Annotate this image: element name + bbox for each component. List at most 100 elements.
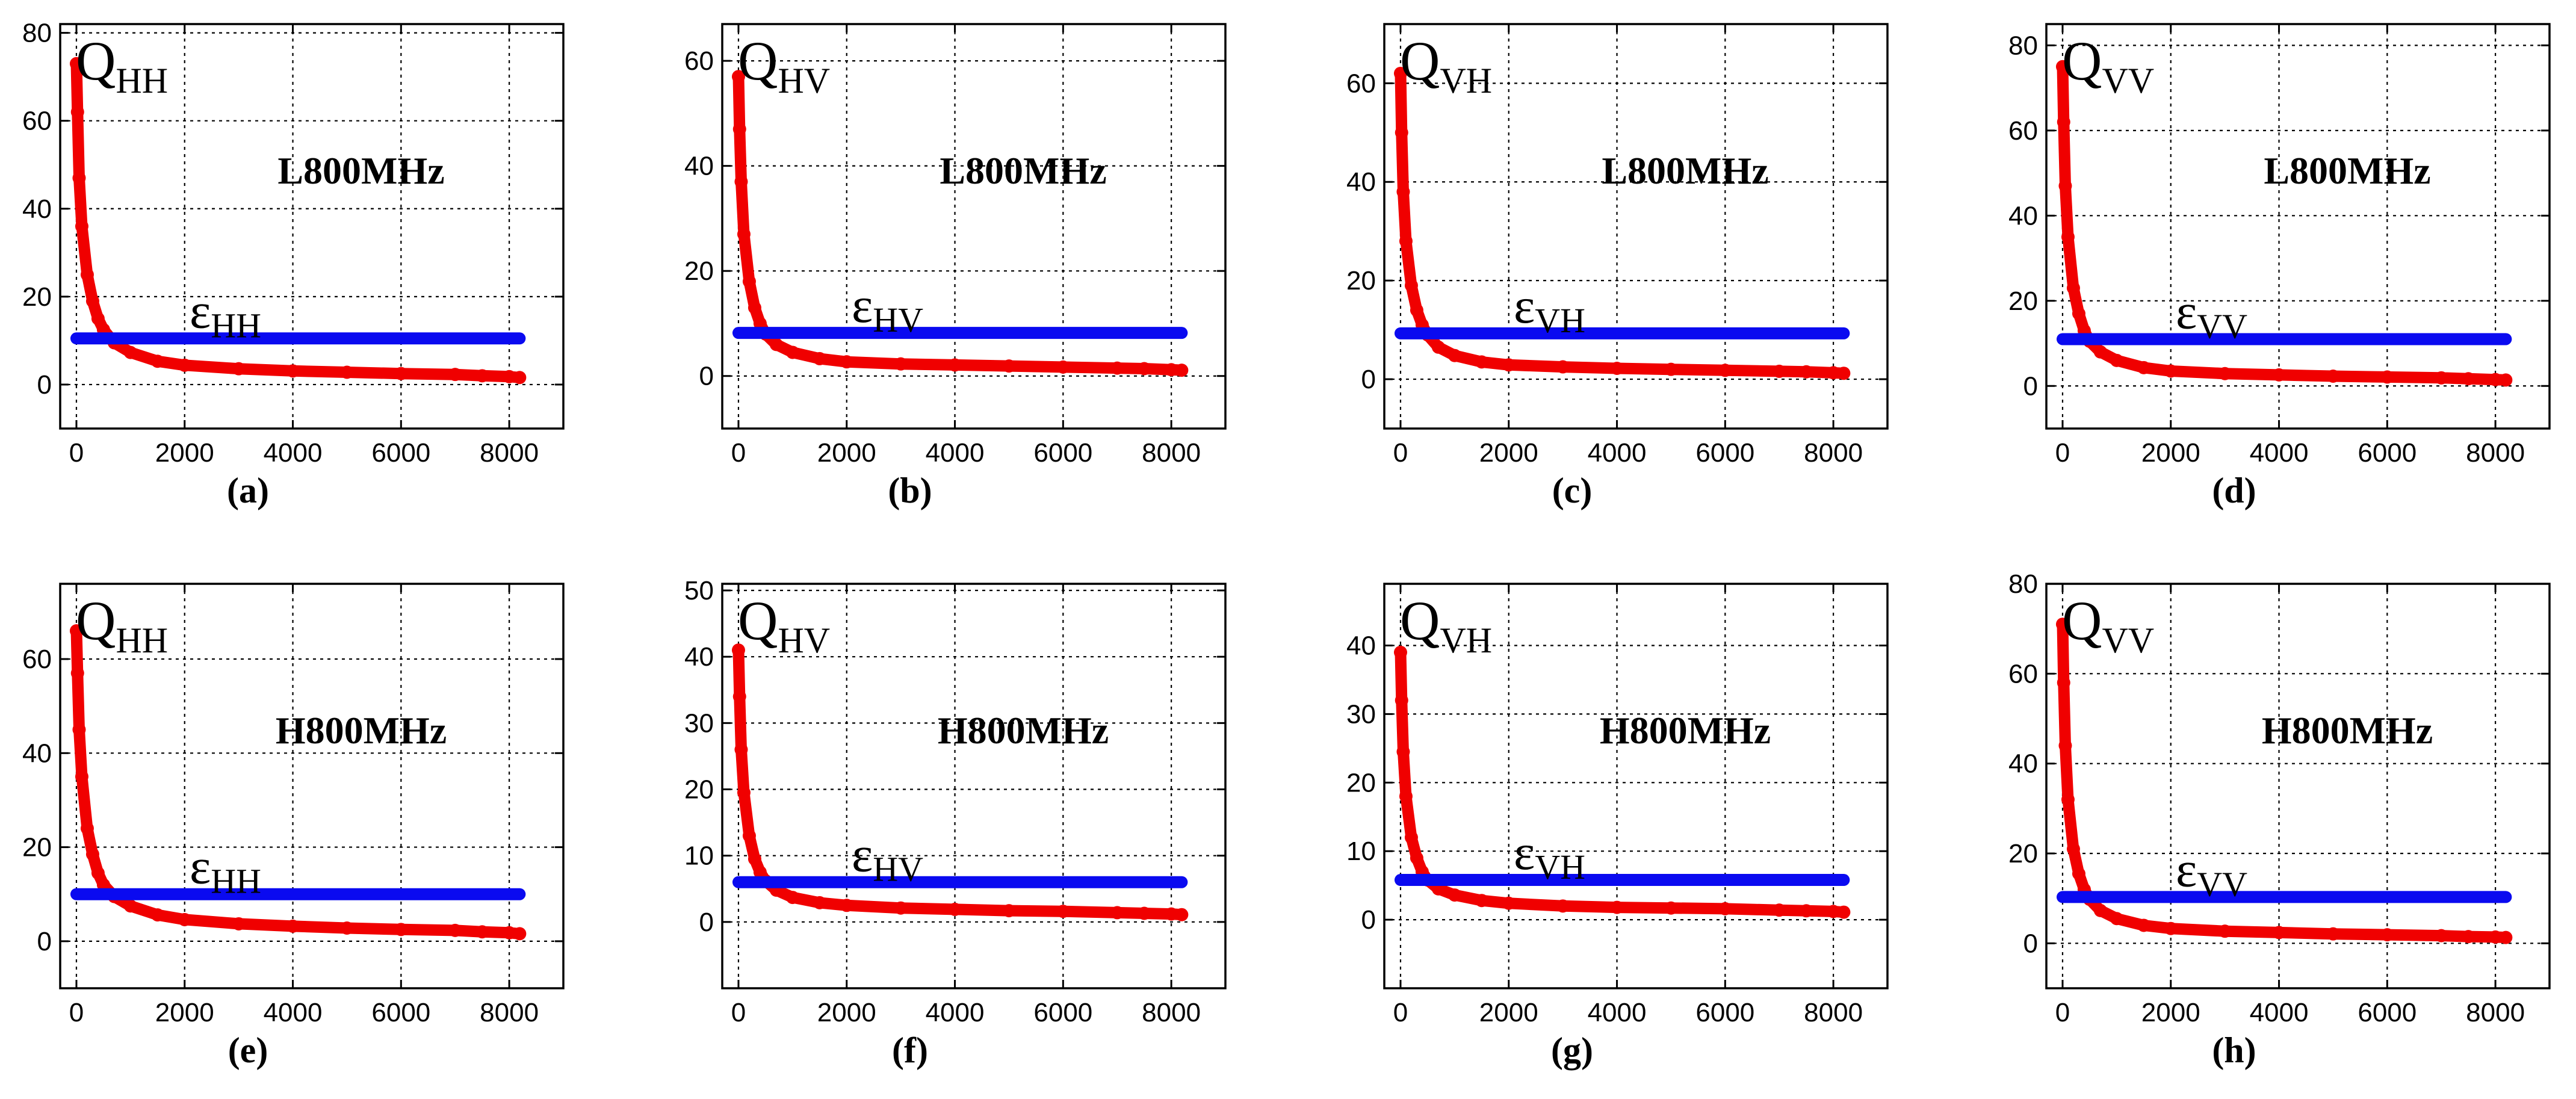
- plot-frame: [59, 23, 565, 430]
- x-tick-label: 0: [731, 998, 746, 1027]
- q-data-point: [948, 902, 962, 916]
- panel-caption: (c): [1552, 471, 1593, 510]
- q-label-base: Q: [2062, 30, 2102, 91]
- x-tick-label: 4000: [1588, 998, 1647, 1027]
- epsilon-label: εHV: [852, 827, 923, 889]
- q-label-base: Q: [738, 590, 778, 651]
- y-tick-label: 0: [1361, 905, 1376, 935]
- y-tick-label: 40: [1346, 631, 1376, 661]
- y-tick-label: 20: [2008, 839, 2038, 868]
- q-data-point: [1395, 693, 1408, 707]
- x-tick-label: 4000: [1588, 438, 1647, 468]
- y-tick-label: 30: [1346, 699, 1376, 729]
- x-tick-label: 2000: [2141, 998, 2200, 1027]
- q-label-sub: VH: [1440, 621, 1492, 660]
- q-data-point: [69, 624, 83, 638]
- y-tick-label: 40: [684, 152, 714, 181]
- q-data-point: [1800, 904, 1813, 918]
- plot-frame: [1383, 583, 1889, 989]
- y-tick-label: 0: [2023, 929, 2038, 958]
- q-data-point: [2110, 353, 2123, 367]
- y-tick-label: 0: [1361, 365, 1376, 394]
- x-tick-label: 6000: [371, 998, 430, 1027]
- q-data-point: [2055, 60, 2069, 73]
- q-data-point: [1664, 362, 1678, 376]
- panel-caption: (e): [228, 1030, 268, 1070]
- q-data-point: [80, 268, 94, 282]
- x-tick-label: 2000: [155, 438, 214, 468]
- q-data-point: [340, 365, 354, 379]
- q-data-point: [1002, 359, 1016, 373]
- q-series-line: [70, 625, 525, 940]
- x-tick-label: 4000: [926, 438, 985, 468]
- y-tick-label: 0: [699, 908, 714, 937]
- q-data-point: [1800, 365, 1813, 379]
- y-tick-label: 40: [2008, 749, 2038, 779]
- y-tick-label: 20: [22, 833, 52, 862]
- x-tick-label: 2000: [2141, 438, 2200, 468]
- q-data-point: [123, 345, 137, 359]
- y-tick-label: 0: [2023, 371, 2038, 401]
- q-data-point: [286, 919, 300, 933]
- q-data-point: [2057, 115, 2070, 129]
- y-tick-label: 80: [2008, 569, 2038, 599]
- q-data-point: [1447, 888, 1461, 902]
- q-data-point: [1475, 355, 1488, 369]
- x-tick-label: 8000: [1142, 438, 1201, 468]
- q-data-point: [1175, 908, 1189, 921]
- plot-frame: [721, 23, 1227, 430]
- q-data-point: [286, 364, 300, 378]
- x-tick-label: 0: [1393, 438, 1408, 468]
- q-label-base: Q: [76, 590, 116, 651]
- y-tick-label: 10: [1346, 837, 1376, 866]
- epsilon-label-base: ε: [2176, 841, 2197, 897]
- q-data-point: [1396, 185, 1410, 199]
- x-tick-label: 6000: [1695, 438, 1754, 468]
- q-data-point: [2066, 281, 2080, 295]
- q-series-line: [2057, 618, 2512, 944]
- q-label-sub: HV: [778, 61, 830, 101]
- x-tick-label: 4000: [264, 998, 323, 1027]
- q-data-point: [894, 901, 908, 915]
- q-data-point: [734, 743, 748, 757]
- x-tick-label: 8000: [1804, 438, 1863, 468]
- epsilon-label: εVH: [1514, 278, 1585, 340]
- q-label: QHH: [76, 590, 168, 660]
- q-data-point: [1056, 360, 1070, 374]
- x-tick-label: 2000: [817, 998, 876, 1027]
- epsilon-label: εVH: [1514, 825, 1585, 887]
- q-data-point: [1502, 896, 1516, 910]
- epsilon-label: εVV: [2176, 841, 2247, 903]
- q-data-point: [232, 917, 246, 930]
- q-label-sub: HV: [778, 621, 830, 660]
- y-tick-label: 60: [684, 46, 714, 76]
- frequency-annotation: H800MHz: [2262, 709, 2433, 752]
- epsilon-label-sub: HV: [873, 300, 923, 339]
- q-data-point: [742, 829, 756, 843]
- q-data-point: [72, 171, 86, 185]
- q-data-point: [2435, 371, 2448, 385]
- q-data-point: [1610, 362, 1624, 376]
- x-tick-label: 0: [2055, 998, 2070, 1027]
- q-series-line: [732, 70, 1187, 376]
- q-data-point: [2380, 370, 2394, 384]
- q-label: QHV: [738, 30, 830, 101]
- q-data-point: [2061, 793, 2075, 806]
- q-series-line: [1395, 67, 1850, 379]
- frequency-annotation: L800MHz: [277, 149, 444, 192]
- q-data-point: [75, 220, 88, 233]
- q-data-point: [1399, 234, 1413, 248]
- q-series-line: [732, 644, 1187, 921]
- q-label-sub: VV: [2102, 621, 2154, 660]
- q-data-point: [2058, 738, 2072, 752]
- q-data-point: [1175, 364, 1189, 377]
- x-tick-label: 6000: [1033, 438, 1092, 468]
- q-label-base: Q: [1400, 30, 1440, 91]
- q-data-point: [2272, 368, 2286, 382]
- y-tick-label: 60: [2008, 659, 2038, 689]
- epsilon-label-sub: HH: [211, 306, 261, 345]
- q-data-point: [150, 354, 164, 368]
- q-data-point: [1827, 366, 1841, 380]
